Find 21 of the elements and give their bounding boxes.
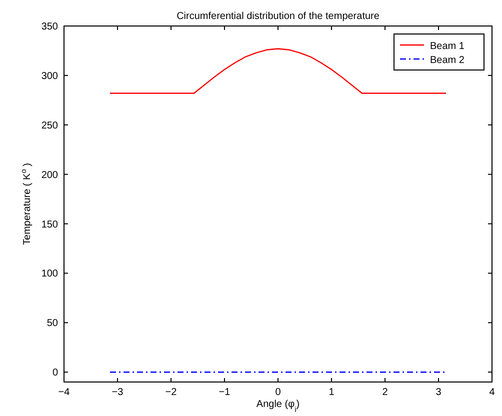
x-tick-label: 3: [436, 387, 442, 398]
x-tick-label: 0: [275, 387, 282, 398]
legend-label: Beam 2: [430, 55, 465, 66]
y-tick-label: 50: [46, 318, 58, 330]
y-tick-label: 0: [52, 368, 58, 379]
x-tick-label: −3: [112, 387, 124, 398]
x-tick-label: 1: [328, 387, 335, 398]
y-tick-label: 150: [41, 219, 58, 230]
x-tick-label: −4: [58, 387, 70, 398]
y-tick-label: 200: [41, 170, 58, 181]
y-tick-label: 350: [41, 22, 58, 32]
x-tick-label: −2: [165, 387, 178, 398]
x-tick-label: 4: [489, 387, 496, 398]
x-tick-label: 2: [382, 387, 388, 398]
y-tick-label: 250: [41, 120, 58, 132]
x-axis-title: Angle (φ$_{i}$): [256, 399, 300, 414]
y-tick-label: 100: [41, 268, 58, 280]
chart-title: Circumferential distribution of the temperature: [176, 11, 380, 22]
y-tick-label: 300: [41, 70, 58, 82]
x-tick-label: −1: [218, 387, 231, 398]
legend-label: Beam 1: [430, 41, 465, 52]
